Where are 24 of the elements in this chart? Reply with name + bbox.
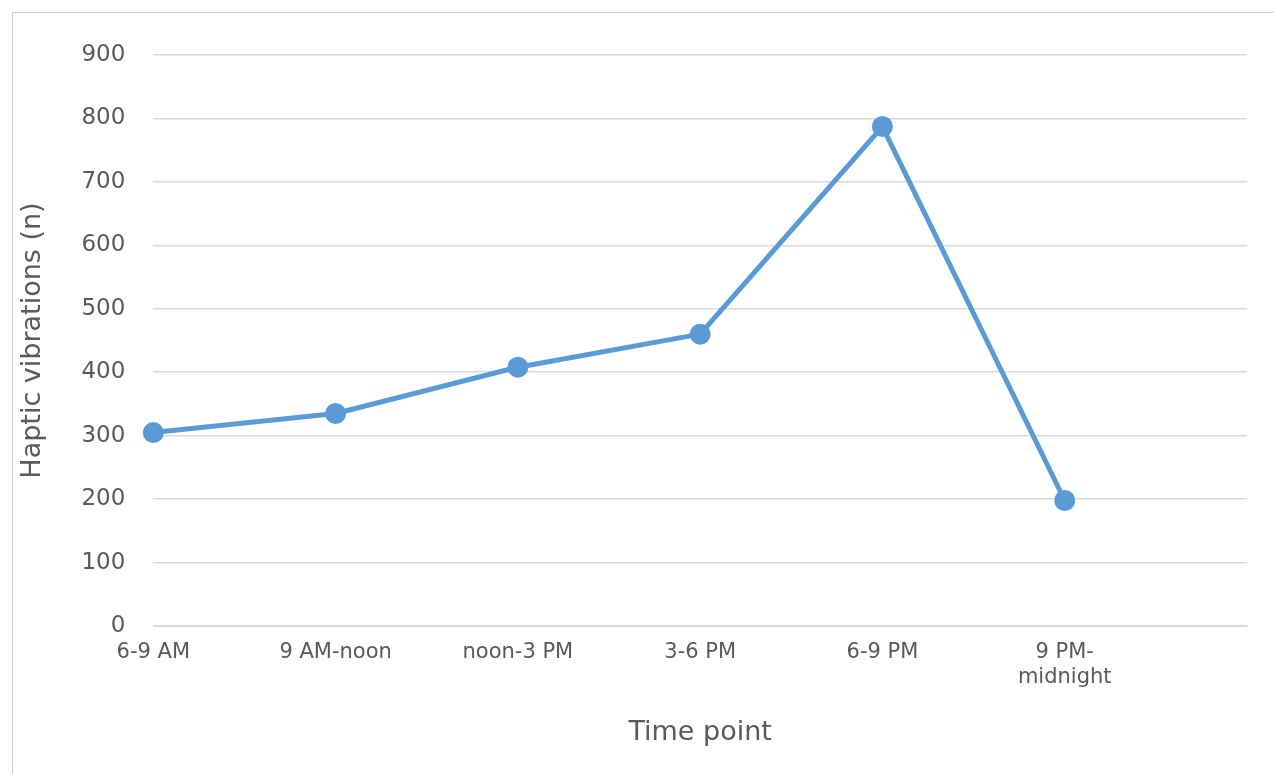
y-tick-label: 600 (81, 230, 126, 257)
point (1054, 489, 1076, 511)
x-tick-label: 9 AM-noon (279, 639, 392, 664)
point (507, 356, 529, 378)
y-tick-label: 0 (110, 611, 126, 638)
x-tick-label: 9 PM- midnight (1017, 639, 1112, 689)
x-axis-title: Time point (627, 714, 772, 746)
point (142, 422, 164, 444)
point (689, 323, 711, 345)
y-tick-label: 700 (81, 166, 126, 193)
point (325, 403, 347, 425)
x-tick-label: noon-3 PM (462, 639, 574, 664)
x-tick-label: 6-9 AM (116, 639, 191, 664)
y-tick-label: 400 (81, 357, 126, 384)
y-tick-label: 500 (81, 293, 126, 320)
y-axis-title: Haptic vibrations (n) (15, 202, 47, 479)
y-tick-label: 300 (81, 420, 126, 447)
point (871, 116, 893, 138)
y-tick-label: 900 (81, 39, 126, 66)
y-tick-label: 100 (81, 547, 126, 574)
x-tick-label: 6-9 PM (846, 639, 919, 664)
y-tick-label: 800 (81, 103, 126, 130)
y-tick-label: 200 (81, 484, 126, 511)
x-tick-label: 3-6 PM (664, 639, 737, 664)
